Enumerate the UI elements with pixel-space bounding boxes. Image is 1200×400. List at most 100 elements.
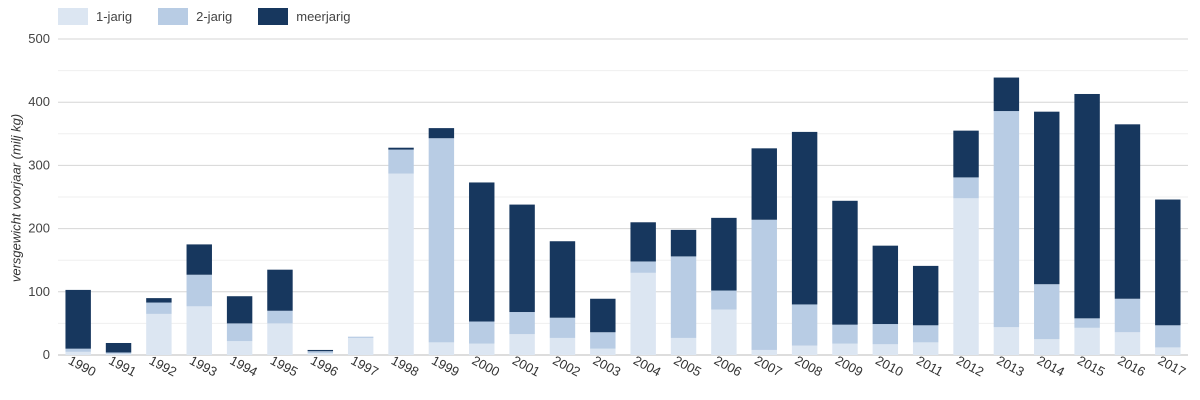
x-tick-label: 2006 [712, 353, 745, 380]
y-tick-label: 300 [28, 157, 50, 172]
x-tick-label: 2010 [873, 353, 906, 380]
bar-segment-1-jarig-1999 [428, 342, 455, 355]
x-tick-label: 2002 [550, 353, 583, 380]
bar-segment-2-jarig-2010 [872, 324, 899, 345]
x-tick-label: 2013 [994, 353, 1027, 380]
bar-segment-meerjarig-2015 [1074, 93, 1100, 319]
x-tick-label: 2005 [671, 353, 704, 380]
x-tick-label: 2000 [470, 353, 503, 380]
y-tick-label: 500 [28, 31, 50, 46]
bar-segment-2-jarig-2014 [1034, 284, 1060, 340]
bar-segment-1-jarig-1991 [105, 353, 132, 355]
x-tick-label: 2011 [914, 353, 946, 379]
bar-segment-2-jarig-2007 [751, 219, 777, 350]
bar-segment-meerjarig-2005 [670, 229, 697, 257]
bar-segment-1-jarig-2004 [630, 272, 656, 355]
bar-segment-2-jarig-2000 [469, 321, 495, 344]
bar-segment-1-jarig-1996 [307, 353, 334, 355]
x-tick-label: 2003 [591, 353, 624, 380]
bar-segment-meerjarig-1992 [146, 298, 172, 303]
bar-segment-2-jarig-2001 [509, 312, 535, 335]
bar-segment-meerjarig-2014 [1034, 111, 1060, 285]
bar-segment-1-jarig-2013 [993, 327, 1020, 355]
bar-segment-1-jarig-2003 [590, 348, 616, 355]
bar-segment-2-jarig-1995 [267, 310, 293, 324]
bar-segment-2-jarig-1994 [226, 323, 253, 342]
legend-item-meerjarig[interactable]: meerjarig [258, 8, 350, 25]
bar-segment-meerjarig-2011 [912, 265, 939, 326]
bar-segment-meerjarig-2017 [1155, 199, 1181, 326]
bar-segment-meerjarig-2012 [953, 130, 979, 178]
bar-segment-2-jarig-2015 [1074, 318, 1100, 328]
bar-segment-1-jarig-2015 [1074, 327, 1100, 355]
bar-segment-2-jarig-2011 [912, 325, 939, 343]
bar-segment-meerjarig-1998 [388, 147, 414, 150]
bar-segment-1-jarig-2010 [872, 344, 899, 355]
legend-label-2-jarig: 2-jarig [196, 9, 233, 24]
x-tick-label: 2007 [752, 353, 785, 380]
bar-segment-meerjarig-1995 [267, 269, 293, 311]
bar-segment-meerjarig-2000 [469, 182, 495, 322]
bar-segment-2-jarig-1992 [146, 302, 172, 314]
x-tick-label: 2012 [954, 353, 987, 380]
bar-segment-2-jarig-2012 [953, 177, 979, 199]
bar-segment-2-jarig-2005 [670, 256, 697, 338]
bar-segment-1-jarig-1992 [146, 313, 172, 355]
bar-segment-meerjarig-2002 [549, 241, 576, 318]
bar-segment-2-jarig-2016 [1114, 298, 1141, 333]
x-tick-label: 1996 [308, 353, 341, 380]
bar-segment-2-jarig-2017 [1155, 325, 1181, 348]
bar-segment-2-jarig-2003 [590, 332, 616, 349]
bar-segment-1-jarig-1993 [186, 306, 212, 355]
legend-label-1-jarig: 1-jarig [96, 9, 133, 24]
bar-segment-meerjarig-1990 [65, 289, 91, 349]
bar-segment-2-jarig-1991 [105, 352, 132, 354]
bar-segment-1-jarig-1998 [388, 173, 414, 355]
bar-segment-meerjarig-2016 [1114, 124, 1141, 299]
x-tick-label: 2016 [1115, 353, 1148, 380]
bar-segment-2-jarig-1990 [65, 348, 91, 352]
bar-segment-meerjarig-2003 [590, 298, 616, 333]
bar-segment-1-jarig-2008 [791, 345, 818, 355]
bar-segment-1-jarig-2016 [1114, 332, 1141, 355]
x-tick-label: 2001 [510, 353, 543, 380]
bar-segment-2-jarig-1999 [428, 138, 455, 343]
x-tick-label: 1999 [429, 353, 462, 380]
bar-segment-meerjarig-1994 [226, 296, 253, 324]
bar-segment-1-jarig-2006 [711, 309, 737, 355]
bar-segment-2-jarig-1996 [307, 351, 334, 354]
bar-segment-2-jarig-2009 [832, 324, 858, 344]
legend-label-meerjarig: meerjarig [296, 9, 351, 24]
y-tick-label: 100 [28, 284, 50, 299]
y-tick-label: 0 [43, 347, 50, 362]
legend-item-2-jarig[interactable]: 2-jarig [158, 8, 232, 25]
x-tick-label: 2004 [631, 353, 664, 380]
bar-segment-meerjarig-2008 [791, 131, 818, 305]
x-tick-label: 2008 [792, 353, 825, 380]
bar-segment-meerjarig-2001 [509, 204, 535, 313]
legend-item-1-jarig[interactable]: 1-jarig [58, 8, 132, 25]
y-tick-label: 200 [28, 221, 50, 236]
bar-segment-2-jarig-2008 [791, 304, 818, 346]
bar-segment-1-jarig-1994 [226, 341, 253, 355]
chart-legend: 1-jarig 2-jarig meerjarig [58, 8, 350, 25]
x-tick-label: 1991 [106, 353, 139, 380]
bar-segment-2-jarig-1993 [186, 274, 212, 307]
bar-segment-meerjarig-1999 [428, 128, 455, 139]
legend-swatch-meerjarig [258, 8, 289, 25]
x-tick-label: 2015 [1075, 353, 1108, 380]
x-tick-label: 1997 [349, 353, 382, 380]
bar-segment-meerjarig-2013 [993, 77, 1020, 112]
bar-segment-1-jarig-1997 [347, 337, 374, 355]
bar-segment-2-jarig-1998 [388, 149, 414, 174]
bar-segment-1-jarig-1990 [65, 351, 91, 355]
bar-segment-meerjarig-2010 [872, 245, 899, 325]
legend-swatch-1-jarig [58, 8, 88, 25]
x-tick-label: 1994 [227, 353, 260, 380]
x-tick-label: 1995 [268, 353, 301, 380]
x-tick-label: 2014 [1035, 353, 1068, 380]
bar-segment-1-jarig-2002 [549, 337, 576, 355]
x-tick-label: 2009 [833, 353, 866, 380]
bar-segment-2-jarig-2004 [630, 261, 656, 273]
